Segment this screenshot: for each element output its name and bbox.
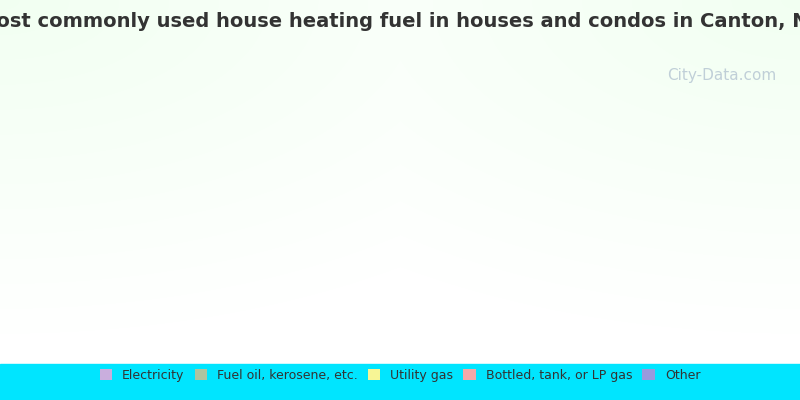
Text: Most commonly used house heating fuel in houses and condos in Canton, NC: Most commonly used house heating fuel in… xyxy=(0,12,800,31)
Wedge shape xyxy=(483,256,569,322)
Wedge shape xyxy=(350,172,519,275)
Text: City-Data.com: City-Data.com xyxy=(666,68,776,83)
Wedge shape xyxy=(494,304,574,346)
Bar xyxy=(0,364,800,400)
Legend: Electricity, Fuel oil, kerosene, etc., Utility gas, Bottled, tank, or LP gas, Ot: Electricity, Fuel oil, kerosene, etc., U… xyxy=(100,369,700,382)
Wedge shape xyxy=(226,180,371,346)
Wedge shape xyxy=(467,220,548,295)
